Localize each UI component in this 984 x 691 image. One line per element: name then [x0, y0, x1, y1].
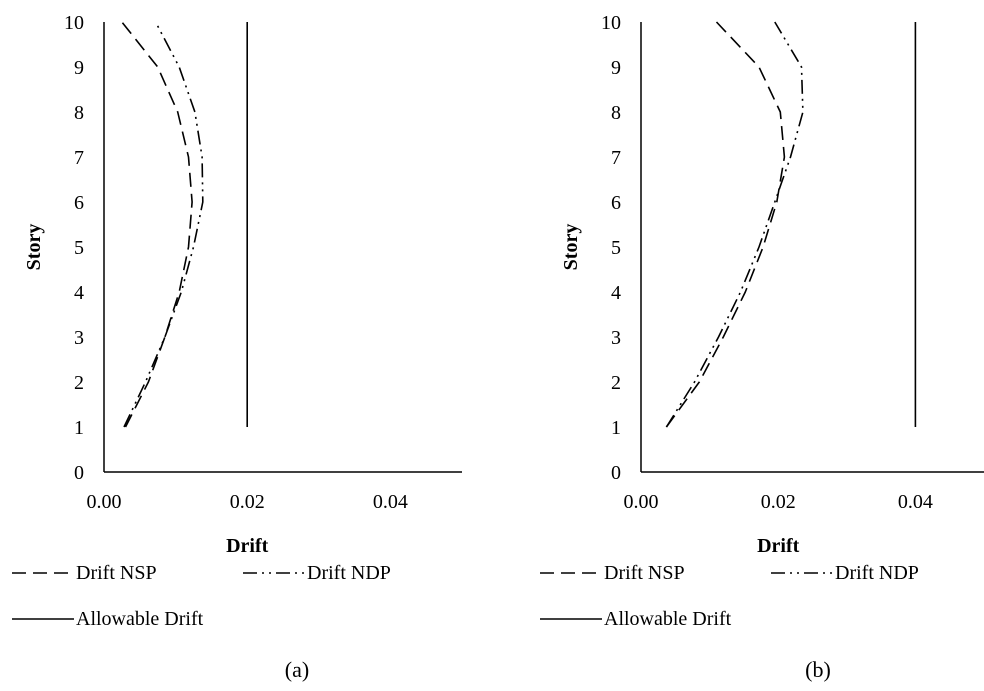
y-tick-label: 2 [74, 372, 84, 394]
x-axis-title: Drift [226, 535, 269, 557]
series-line-drift-nsp [121, 21, 193, 428]
x-tick-label: 0.00 [87, 491, 122, 513]
y-tick-label: 7 [74, 147, 84, 169]
panel-a: 0 1 2 3 4 5 6 7 8 9 10 0.00 0.02 0.04 Drift Story Drift … [12, 12, 462, 682]
y-tick-label: 3 [611, 327, 621, 349]
y-tick-label: 8 [611, 102, 621, 124]
series-line-drift-nsp [665, 21, 786, 428]
series-line-drift-ndp [665, 21, 804, 428]
y-tick-label: 8 [74, 102, 84, 124]
legend-label: Drift NSP [604, 562, 685, 584]
x-tick-label: 0.04 [373, 491, 408, 513]
x-tick-label: 0.02 [761, 491, 796, 513]
legend-label: Drift NDP [307, 562, 391, 584]
y-tick-label: 9 [611, 57, 621, 79]
y-tick-label: 2 [611, 372, 621, 394]
x-tick-label: 0.04 [898, 491, 933, 513]
x-axis-title: Drift [757, 535, 800, 557]
panel-label: (a) [285, 657, 309, 682]
y-tick-label: 4 [611, 282, 621, 304]
y-tick-label: 1 [611, 417, 621, 439]
y-tick-label: 5 [74, 237, 84, 259]
y-tick-label: 10 [601, 12, 621, 34]
y-axis-title: Story [560, 224, 582, 271]
legend-label: Drift NDP [835, 562, 919, 584]
legend-label: Drift NSP [76, 562, 157, 584]
y-tick-label: 6 [74, 192, 84, 214]
legend-label: Allowable Drift [604, 608, 732, 630]
y-tick-label: 4 [74, 282, 84, 304]
y-tick-label: 0 [74, 462, 84, 484]
y-tick-label: 9 [74, 57, 84, 79]
y-tick-label: 7 [611, 147, 621, 169]
series-line-drift-ndp [123, 21, 204, 428]
x-tick-label: 0.00 [624, 491, 659, 513]
y-tick-label: 10 [64, 12, 84, 34]
y-axis-title: Story [23, 224, 45, 271]
legend-label: Allowable Drift [76, 608, 204, 630]
y-tick-label: 6 [611, 192, 621, 214]
y-tick-label: 5 [611, 237, 621, 259]
y-tick-label: 1 [74, 417, 84, 439]
panel-label: (b) [805, 657, 831, 682]
x-tick-label: 0.02 [230, 491, 265, 513]
y-tick-label: 0 [611, 462, 621, 484]
panel-b: 0 1 2 3 4 5 6 7 8 9 10 0.00 0.02 0.04 Drift Story Drift … [540, 12, 984, 682]
y-tick-label: 3 [74, 327, 84, 349]
